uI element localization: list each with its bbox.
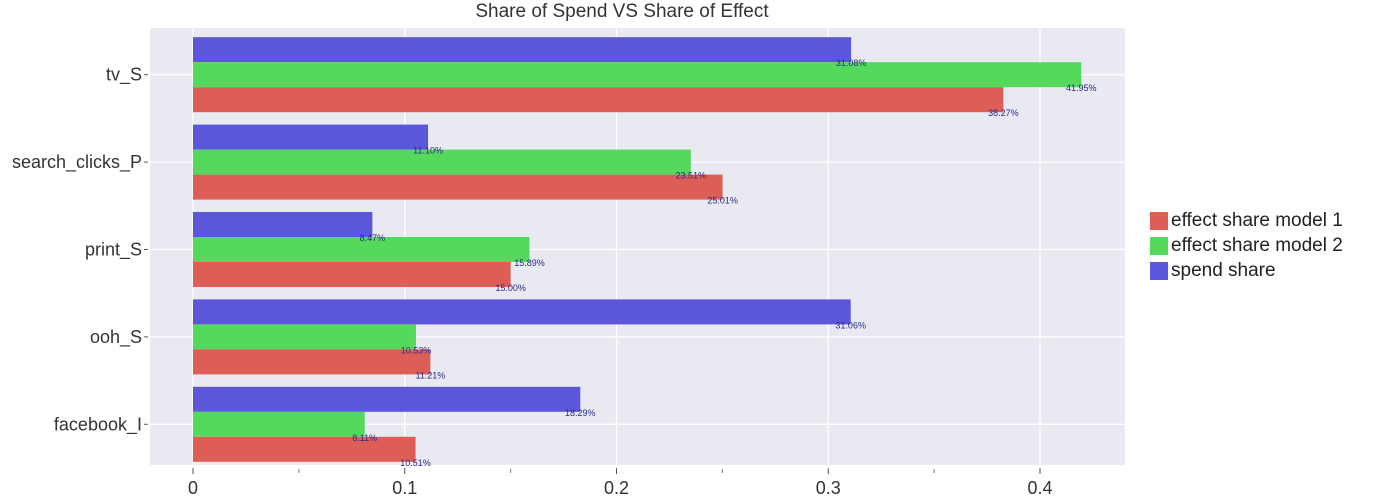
data-label: 41.95% [1066, 83, 1097, 93]
x-tick-label: 0 [188, 478, 198, 497]
data-label: 8.47% [360, 233, 386, 243]
bar-effect-share-model-1 [193, 436, 416, 462]
bar-spend-share [193, 299, 851, 325]
y-tick-label: facebook_I [54, 414, 142, 435]
y-tick-label: tv_S [106, 65, 142, 86]
data-label: 31.06% [835, 320, 866, 330]
legend-item[interactable]: effect share model 2 [1150, 233, 1343, 258]
y-axis: tv_S search_clicks_P print_S ooh_S facebook_… [12, 65, 148, 435]
bar-effect-share-model-2 [193, 237, 530, 262]
data-label: 15.00% [495, 283, 526, 293]
legend-label: effect share model 1 [1171, 209, 1343, 231]
legend-label: spend share [1171, 259, 1276, 281]
data-label: 11.21% [415, 370, 445, 380]
x-tick-label: 0.1 [392, 478, 417, 497]
bar-effect-share-model-1 [193, 349, 431, 375]
data-labels: 31.08% 41.95% 38.27% 11.10% 23.51% 25.01% 8.47… [352, 58, 1096, 468]
x-axis: 0 0.1 0.2 0.3 0.4 [188, 468, 1053, 497]
y-tick-label: ooh_S [90, 327, 142, 348]
bar-spend-share [193, 386, 581, 412]
y-tick-label: print_S [85, 240, 142, 261]
legend-swatch [1150, 261, 1168, 280]
bar-effect-share-model-2 [193, 411, 365, 437]
data-label: 25.01% [707, 196, 738, 206]
bar-effect-share-model-2 [193, 149, 691, 175]
data-label: 11.10% [413, 146, 443, 156]
legend-label: effect share model 2 [1171, 234, 1343, 256]
bar-effect-share-model-1 [193, 262, 511, 287]
data-label: 23.51% [676, 171, 707, 181]
x-tick-label: 0.3 [816, 478, 841, 497]
bar-effect-share-model-2 [193, 324, 416, 350]
legend-swatch [1150, 211, 1168, 230]
x-tick-label: 0.4 [1027, 478, 1052, 497]
legend-item[interactable]: effect share model 1 [1150, 208, 1343, 233]
bar-spend-share [193, 37, 852, 63]
data-label: 10.53% [401, 345, 432, 355]
legend-item[interactable]: spend share [1150, 258, 1343, 283]
data-label: 18.29% [565, 408, 596, 418]
x-tick-label: 0.2 [604, 478, 629, 497]
data-label: 15.89% [514, 258, 545, 268]
y-tick-label: search_clicks_P [12, 152, 142, 173]
bar-effect-share-model-1 [193, 87, 1004, 113]
data-label: 38.27% [988, 108, 1019, 118]
chart-title: Share of Spend VS Share of Effect [475, 1, 769, 22]
bar-spend-share [193, 212, 373, 237]
data-label: 10.51% [400, 458, 431, 468]
legend: effect share model 1 effect share model 2… [1150, 208, 1343, 283]
bar-effect-share-model-2 [193, 62, 1082, 88]
bar-spend-share [193, 124, 429, 150]
bars [193, 37, 1082, 462]
data-label: 8.11% [352, 433, 377, 443]
legend-swatch [1150, 236, 1168, 255]
data-label: 31.08% [836, 58, 867, 68]
bar-effect-share-model-1 [193, 174, 723, 200]
